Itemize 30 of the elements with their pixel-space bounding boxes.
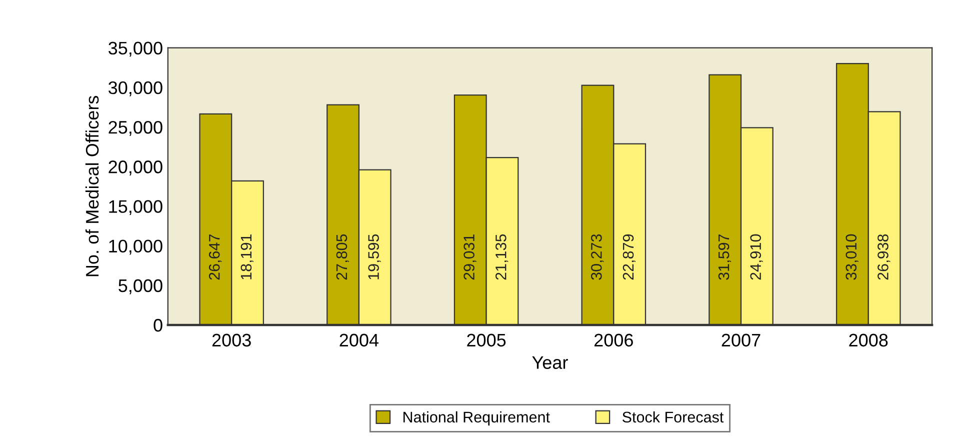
- data-label: 30,273: [591, 234, 604, 280]
- data-label: 33,010: [846, 234, 858, 280]
- y-tick-label: 10,000: [109, 240, 162, 255]
- data-label: 19,595: [368, 234, 381, 280]
- y-tick-label: 0: [154, 318, 162, 332]
- x-tick-label: 2006: [594, 334, 633, 347]
- data-label: 24,910: [750, 234, 763, 280]
- y-tick-label: 20,000: [108, 160, 162, 176]
- data-label: 26,647: [208, 234, 222, 280]
- data-label: 18,191: [240, 234, 254, 280]
- y-axis-title: No. of Medical Officers: [85, 96, 99, 276]
- legend-label: Stock Forecast: [622, 411, 724, 423]
- data-label: 22,879: [622, 234, 636, 280]
- data-label: 27,805: [336, 234, 349, 280]
- y-tick-label: 5,000: [118, 279, 162, 294]
- data-label: 26,938: [878, 234, 890, 280]
- data-label: 29,031: [464, 234, 476, 280]
- y-tick-label: 35,000: [108, 42, 162, 57]
- legend-label: National Requirement: [404, 411, 550, 426]
- x-axis-title: Year: [532, 356, 568, 369]
- y-tick-label: 15,000: [109, 200, 162, 216]
- y-tick-label: 25,000: [108, 120, 162, 136]
- x-tick-label: 2005: [467, 334, 506, 347]
- x-tick-label: 2003: [212, 334, 251, 347]
- x-tick-label: 2008: [849, 334, 888, 347]
- data-label: 21,135: [496, 234, 508, 280]
- x-tick-label: 2004: [340, 334, 378, 347]
- y-tick-label: 30,000: [108, 81, 162, 96]
- x-tick-label: 2007: [722, 334, 760, 347]
- data-label: 31,597: [718, 234, 732, 280]
